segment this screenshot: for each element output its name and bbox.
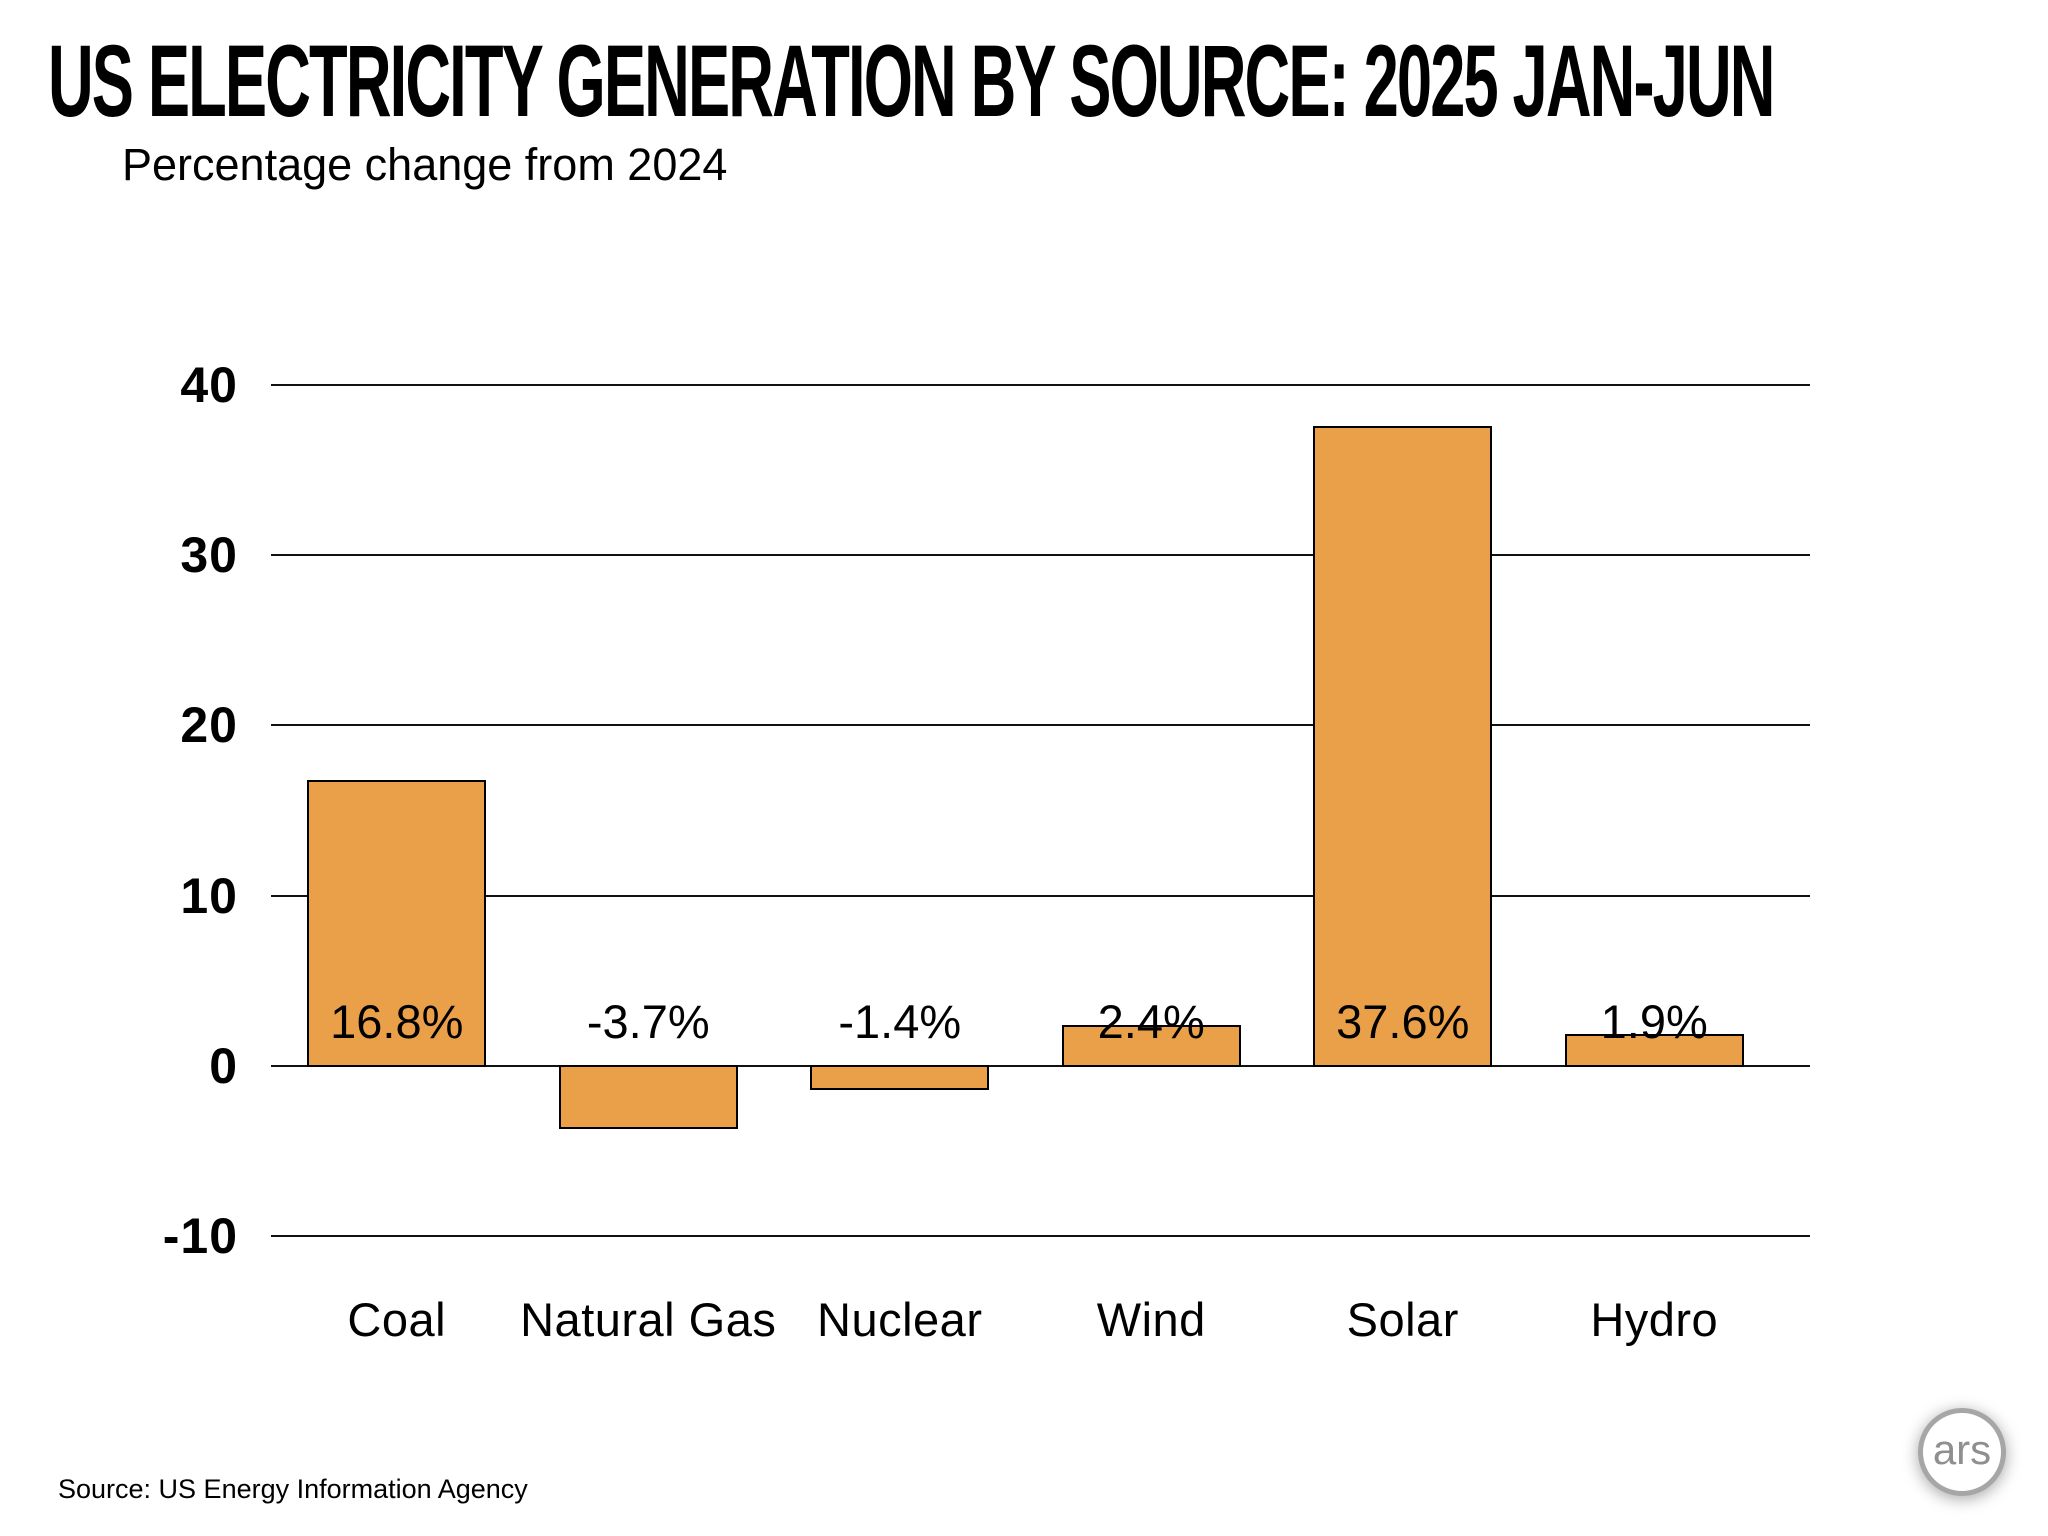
bar-natural-gas xyxy=(558,1065,738,1129)
bar-value-label-solar: 37.6% xyxy=(1336,995,1470,1048)
gridline-10 xyxy=(271,894,1810,897)
gridline-40 xyxy=(271,383,1810,386)
gridline-20 xyxy=(271,724,1810,727)
page-title: US ELECTRICITY GENERATION BY SOURCE: 202… xyxy=(48,30,2048,132)
ars-logo-text: ars xyxy=(1932,1426,1992,1473)
page-title-text: US ELECTRICITY GENERATION BY SOURCE: 202… xyxy=(48,24,1775,138)
source-text: Source: US Energy Information Agency xyxy=(58,1474,528,1504)
category-label-hydro: Hydro xyxy=(1590,1293,1719,1346)
bar-solar xyxy=(1313,425,1493,1067)
y-tick-label-40: 40 xyxy=(180,356,238,413)
gridline-30 xyxy=(271,554,1810,557)
bar-nuclear xyxy=(810,1065,990,1090)
category-label-solar: Solar xyxy=(1346,1293,1459,1346)
category-label-wind: Wind xyxy=(1096,1293,1206,1346)
ars-logo: ars xyxy=(1918,1408,2006,1496)
y-tick-label-10: 10 xyxy=(180,867,238,924)
y-tick-label--10: -10 xyxy=(162,1208,238,1265)
bar-wind xyxy=(1061,1025,1241,1067)
gridline--10 xyxy=(271,1235,1810,1238)
y-tick-label-20: 20 xyxy=(180,697,238,754)
category-label-coal: Coal xyxy=(347,1293,447,1346)
bar-value-label-natural-gas: -3.7% xyxy=(586,995,710,1048)
bar-hydro xyxy=(1564,1033,1744,1067)
chart-subtitle: Percentage change from 2024 xyxy=(122,139,728,190)
category-label-nuclear: Nuclear xyxy=(817,1293,983,1346)
bar-value-label-hydro: 1.9% xyxy=(1600,995,1708,1048)
bar-value-label-wind: 2.4% xyxy=(1097,995,1205,1048)
bar-coal xyxy=(307,779,487,1067)
y-tick-label-30: 30 xyxy=(180,527,238,584)
y-tick-label-0: 0 xyxy=(209,1038,238,1094)
category-label-natural-gas: Natural Gas xyxy=(520,1293,777,1346)
gridline-0 xyxy=(271,1065,1810,1067)
bar-value-label-coal: 16.8% xyxy=(330,995,464,1048)
bar-value-label-nuclear: -1.4% xyxy=(838,995,962,1048)
